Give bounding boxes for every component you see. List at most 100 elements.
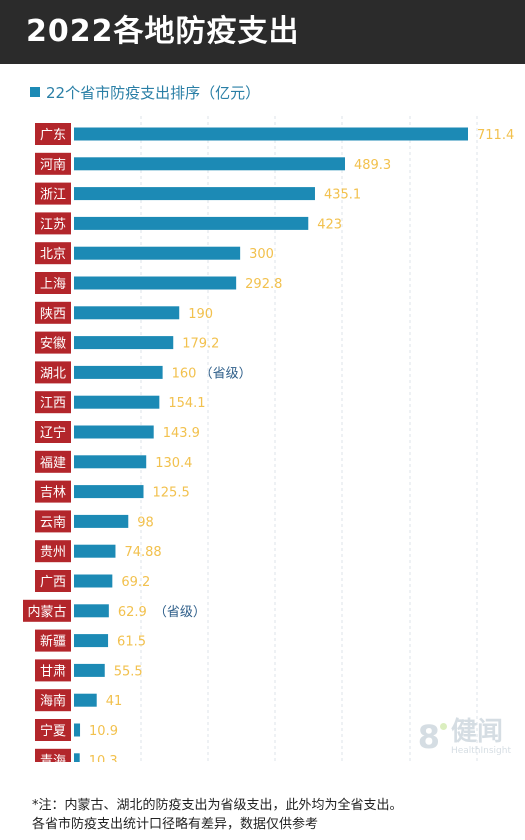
- page-title: 2022各地防疫支出: [26, 14, 300, 49]
- category-label-bg: [35, 301, 71, 324]
- category-label-bg: [35, 331, 71, 354]
- category-label: 江西: [40, 396, 66, 411]
- category-label: 安徽: [40, 337, 66, 352]
- value-label: 489.3: [354, 158, 391, 173]
- healthinsight-watermark: 8 健闻 HealthInsight: [418, 718, 511, 756]
- category-label: 广西: [40, 575, 66, 590]
- bar: [74, 306, 180, 320]
- category-label: 河南: [40, 157, 66, 173]
- footnote: *注：内蒙古、湖北的防疫支出为省级支出，此外均为全省支出。 各省市防疫支出统计口…: [32, 796, 403, 834]
- category-label: 宁夏: [40, 723, 66, 739]
- category-label-bg: [35, 421, 71, 443]
- category-label-bg: [35, 242, 71, 265]
- category-label-bg: [35, 510, 71, 533]
- value-label: 423: [317, 217, 342, 232]
- category-label: 浙江: [40, 188, 66, 203]
- bar: [74, 544, 116, 558]
- header-bar: 2022各地防疫支出: [0, 0, 525, 64]
- value-label: 74.88: [124, 545, 161, 560]
- category-label-bg: [23, 599, 71, 622]
- watermark-dot: [439, 722, 447, 730]
- bar: [74, 753, 80, 762]
- bar: [74, 246, 241, 260]
- category-label: 吉林: [40, 486, 66, 501]
- value-label: 10.9: [89, 724, 118, 739]
- category-label-bg: [35, 391, 71, 414]
- bar: [74, 485, 144, 499]
- value-label: 62.9: [118, 605, 147, 620]
- bar: [74, 425, 154, 439]
- category-label-bg: [35, 272, 71, 294]
- category-label-bg: [35, 480, 71, 503]
- category-label-bg: [35, 212, 71, 235]
- category-label-bg: [35, 629, 71, 652]
- bar: [74, 395, 160, 409]
- value-label: 292.8: [245, 277, 282, 292]
- category-label: 江苏: [40, 216, 66, 232]
- category-label: 陕西: [40, 307, 66, 322]
- value-label: 435.1: [324, 188, 361, 203]
- footnote-line-2: 各省市防疫支出统计口径略有差异，数据仅供参考: [32, 817, 319, 832]
- chart-legend: 22个省市防疫支出排序（亿元）: [30, 80, 260, 104]
- value-annotation: （省级）: [154, 605, 206, 620]
- value-label: 10.3: [89, 754, 118, 762]
- category-label-bg: [35, 540, 71, 563]
- footnote-line-1: *注：内蒙古、湖北的防疫支出为省级支出，此外均为全省支出。: [32, 798, 403, 813]
- value-label: 300: [249, 247, 274, 262]
- bar: [74, 336, 174, 350]
- bar: [74, 663, 105, 677]
- bar: [74, 514, 129, 528]
- category-label-bg: [35, 361, 71, 384]
- bar: [74, 276, 237, 290]
- value-label: 190: [188, 307, 213, 322]
- category-label: 甘肃: [40, 664, 66, 679]
- bar: [74, 187, 315, 201]
- category-label-bg: [35, 748, 71, 762]
- watermark-number: 8: [417, 718, 440, 756]
- bar-chart: 广东 711.4 河南 489.3 浙江 435.1 江苏 423 北京 300 上海 292.8 陕西…: [23, 116, 514, 762]
- category-label: 北京: [40, 247, 66, 262]
- value-label: 143.9: [163, 426, 200, 441]
- value-label: 41: [106, 694, 123, 709]
- bar: [74, 574, 113, 588]
- bar: [74, 365, 163, 379]
- watermark-sub: HealthInsight: [450, 746, 511, 756]
- category-label-bg: [35, 450, 71, 473]
- category-label: 青海: [40, 754, 66, 762]
- category-label: 贵州: [40, 545, 66, 560]
- value-label: 69.2: [121, 575, 150, 590]
- value-label: 61.5: [117, 635, 146, 650]
- watermark-brand: 健闻: [450, 717, 503, 747]
- bar: [74, 127, 468, 141]
- category-label: 福建: [40, 456, 66, 471]
- bar: [74, 157, 345, 171]
- value-label: 130.4: [155, 456, 192, 471]
- category-label-bg: [35, 152, 71, 175]
- value-label: 154.1: [168, 396, 205, 411]
- category-label: 海南: [40, 693, 66, 709]
- category-label: 新疆: [40, 634, 66, 650]
- bar: [74, 604, 109, 618]
- bar: [74, 634, 109, 648]
- category-label-bg: [35, 570, 71, 592]
- value-label: 711.4: [477, 128, 514, 143]
- category-label-bg: [35, 182, 71, 205]
- legend-swatch: [30, 87, 40, 97]
- bar: [74, 455, 147, 469]
- value-label: 98: [137, 515, 154, 530]
- category-label: 辽宁: [40, 425, 66, 441]
- category-label: 内蒙古: [27, 604, 66, 620]
- category-label-bg: [35, 123, 71, 145]
- bar: [74, 723, 81, 737]
- category-label-bg: [35, 659, 71, 682]
- category-label: 上海: [40, 277, 66, 292]
- category-label-bg: [35, 689, 71, 712]
- bar: [74, 216, 309, 230]
- category-label: 湖北: [40, 366, 66, 381]
- legend-label: 22个省市防疫支出排序（亿元）: [46, 83, 261, 102]
- value-annotation: （省级）: [200, 366, 252, 381]
- category-label-bg: [35, 719, 71, 741]
- value-label: 125.5: [153, 486, 190, 501]
- category-label: 广东: [40, 128, 66, 143]
- bar: [74, 693, 97, 707]
